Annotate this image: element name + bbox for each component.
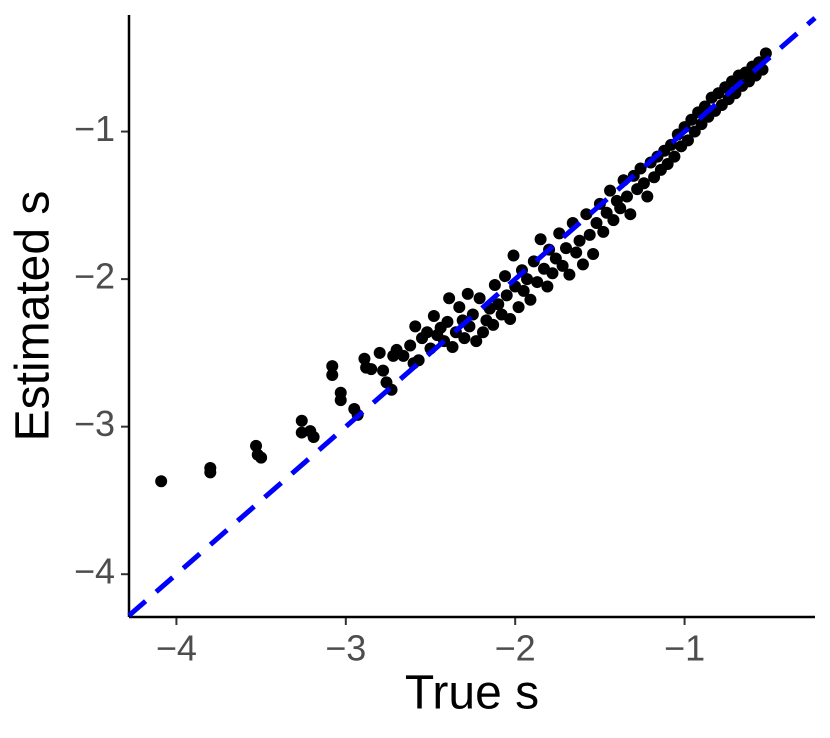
point <box>204 466 217 479</box>
point <box>556 259 569 272</box>
x-tick-label: −4 <box>156 628 197 669</box>
y-tick-label: −4 <box>74 551 115 592</box>
point <box>477 326 490 339</box>
point <box>421 326 434 339</box>
point <box>604 184 617 197</box>
point <box>492 298 505 311</box>
point <box>470 335 483 348</box>
identity-line <box>127 16 817 618</box>
x-tick-label: −3 <box>325 628 366 669</box>
point <box>607 214 620 227</box>
point <box>500 289 513 302</box>
point <box>620 190 633 203</box>
point <box>541 280 554 293</box>
point <box>668 150 681 163</box>
y-axis-title: Estimated s <box>7 191 60 442</box>
point <box>521 273 534 286</box>
point <box>397 349 410 362</box>
point <box>458 332 471 345</box>
point <box>453 301 466 314</box>
point <box>326 360 339 373</box>
point <box>488 279 501 292</box>
point <box>641 190 654 203</box>
point <box>583 228 596 241</box>
point <box>446 340 459 353</box>
point <box>441 315 454 328</box>
point <box>524 293 537 306</box>
point <box>373 346 386 359</box>
point <box>507 249 520 262</box>
point <box>377 364 390 377</box>
point <box>563 268 576 281</box>
point <box>443 292 456 305</box>
point <box>326 369 339 382</box>
point <box>404 339 417 352</box>
point <box>624 208 637 221</box>
point <box>295 414 308 427</box>
point <box>461 287 474 300</box>
point <box>580 208 593 221</box>
point <box>334 394 347 407</box>
point <box>570 246 583 259</box>
point <box>307 430 320 443</box>
point <box>512 301 525 314</box>
point <box>597 225 610 238</box>
point <box>517 284 530 297</box>
point <box>504 312 517 325</box>
point <box>637 177 650 190</box>
point <box>365 363 378 376</box>
point <box>681 134 694 147</box>
point <box>576 258 589 271</box>
point <box>531 276 544 289</box>
point <box>255 451 268 464</box>
point <box>155 475 168 488</box>
x-axis-title: True s <box>405 667 539 720</box>
point <box>546 267 559 280</box>
y-tick-label: −1 <box>74 108 115 149</box>
point <box>534 233 547 246</box>
point <box>553 227 566 240</box>
point <box>427 310 440 322</box>
point <box>473 292 486 305</box>
point <box>499 270 512 283</box>
point <box>587 248 600 261</box>
point <box>409 320 422 333</box>
point <box>573 234 586 247</box>
point <box>614 202 627 215</box>
point <box>487 318 500 331</box>
point <box>560 242 573 255</box>
x-tick-label: −2 <box>495 628 536 669</box>
y-tick-label: −2 <box>74 256 115 297</box>
point <box>590 217 603 230</box>
x-tick-label: −1 <box>664 628 705 669</box>
y-tick-label: −3 <box>74 403 115 444</box>
point <box>634 162 647 175</box>
